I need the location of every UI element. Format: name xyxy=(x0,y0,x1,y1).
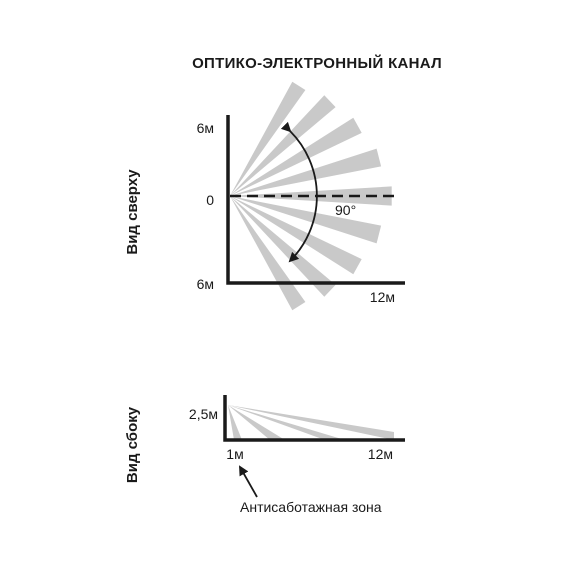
x-end-label: 12м xyxy=(370,289,395,305)
top-beam xyxy=(230,148,382,196)
y-zero-label: 0 xyxy=(206,192,214,208)
angle-label: 90° xyxy=(335,202,356,218)
height-label: 2,5м xyxy=(189,406,218,422)
side-view: Вид сбоку 2,5м 1м 12м Антисаботажная зон… xyxy=(124,395,405,515)
diagram-title: ОПТИКО-ЭЛЕКТРОННЫЙ КАНАЛ xyxy=(192,54,442,72)
top-view-axes xyxy=(226,115,405,285)
side-beam xyxy=(228,405,394,440)
top-beam xyxy=(230,186,392,206)
anti-sabotage-pointer xyxy=(239,465,258,498)
angle-arc-arrow xyxy=(280,121,318,263)
top-view-label: Вид сверху xyxy=(124,169,141,255)
top-beam xyxy=(230,196,382,244)
side-x-end-label: 12м xyxy=(368,446,393,462)
top-view: Вид сверху 90° 6м 0 6м 12м xyxy=(124,81,405,311)
y-bottom-label: 6м xyxy=(197,276,214,292)
side-view-beams xyxy=(228,405,394,440)
side-beam xyxy=(228,405,345,440)
side-beam xyxy=(228,405,242,440)
y-top-label: 6м xyxy=(197,120,214,136)
top-beam xyxy=(230,81,306,196)
side-view-axes xyxy=(223,395,405,442)
side-view-label: Вид сбоку xyxy=(124,406,141,483)
x-near-label: 1м xyxy=(226,446,243,462)
anti-sabotage-note: Антисаботажная зона xyxy=(240,499,382,515)
side-beam xyxy=(228,405,285,440)
